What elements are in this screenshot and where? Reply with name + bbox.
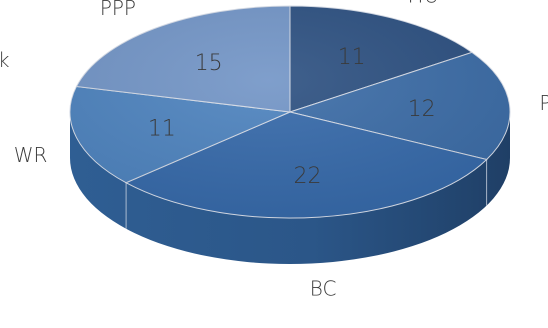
pie-side-face — [70, 112, 510, 264]
value-label-wr: 11 — [148, 116, 176, 141]
category-label-ppp: PPP — [100, 0, 136, 20]
pie-top-faces — [69, 5, 511, 219]
partial-text: k — [0, 48, 10, 72]
category-label-mu: MU — [407, 0, 439, 7]
category-label-bc: BC — [310, 276, 337, 300]
value-label-mu: 11 — [338, 45, 366, 70]
value-label-ppp: 15 — [195, 51, 223, 76]
value-label-bc: 22 — [294, 164, 322, 189]
category-label-pm: PM — [539, 91, 548, 115]
pie-labels: 11 MU 12 PM 22 BC 11 WR 15 PPP — [14, 0, 548, 300]
value-label-pm: 12 — [408, 97, 436, 122]
category-label-wr: WR — [14, 143, 48, 167]
